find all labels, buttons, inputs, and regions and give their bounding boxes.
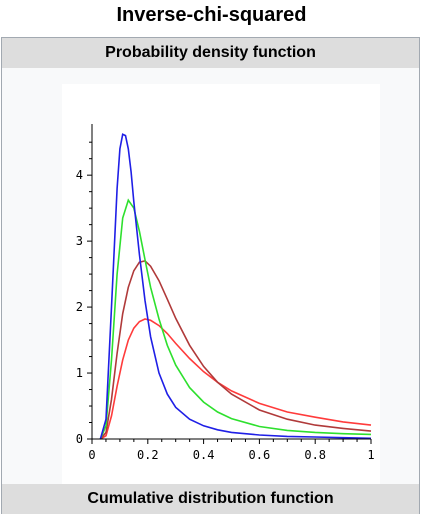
x-tick-label: 0.6 — [249, 448, 271, 462]
series-line-1 — [100, 319, 371, 439]
x-tick-label: 0 — [88, 448, 95, 462]
page-title: Inverse-chi-squared — [0, 4, 423, 27]
y-tick-label: 3 — [76, 234, 83, 248]
x-tick-label: 0.4 — [193, 448, 215, 462]
y-tick-label: 0 — [76, 432, 83, 446]
y-tick-label: 4 — [76, 168, 83, 182]
infobox: Probability density function 0 1 2 3 4 0 0.2 0.… — [1, 37, 420, 514]
y-tick-label: 2 — [76, 300, 83, 314]
cdf-section-header: Cumulative distribution function — [2, 484, 419, 514]
series-line-3 — [100, 200, 371, 439]
pdf-plot-panel: 0 1 2 3 4 0 0.2 0.4 0.6 0.8 1 — [62, 84, 380, 484]
pdf-chart: 0 1 2 3 4 0 0.2 0.4 0.6 0.8 1 — [62, 84, 380, 484]
x-tick-label: 1 — [367, 448, 374, 462]
series-line-2 — [100, 261, 371, 439]
x-tick-label: 0.8 — [304, 448, 326, 462]
y-tick-label: 1 — [76, 366, 83, 380]
pdf-section-header: Probability density function — [2, 38, 419, 68]
x-tick-label: 0.2 — [137, 448, 159, 462]
